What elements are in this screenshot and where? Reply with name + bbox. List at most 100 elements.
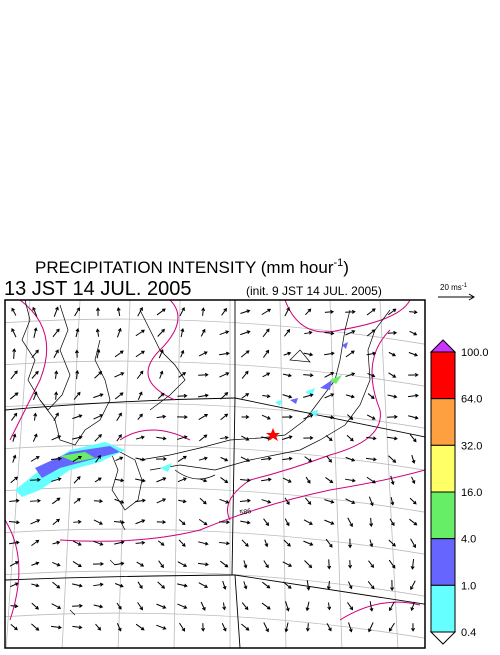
wind-arrow: [261, 414, 271, 420]
wind-arrow: [219, 351, 230, 356]
wind-arrow: [9, 392, 19, 400]
wind-arrow: [177, 393, 188, 398]
wind-arrow: [219, 372, 230, 378]
wind-arrow: [180, 349, 185, 358]
wind-arrow: [408, 372, 419, 377]
wind-arrow: [240, 456, 250, 462]
wind-arrow: [388, 351, 396, 357]
wind-arrow: [114, 498, 125, 504]
wind-arrow: [324, 371, 335, 378]
colorbar-segment: [430, 398, 456, 446]
wind-arrow: [282, 373, 292, 378]
wind-arrow: [116, 327, 122, 338]
valid-time: 13 JST 14 JUL. 2005: [4, 278, 192, 300]
wind-arrow: [409, 434, 417, 443]
wind-arrow: [387, 414, 398, 419]
wind-arrow: [219, 330, 230, 336]
wind-arrow: [263, 560, 269, 569]
wind-arrow: [157, 540, 165, 546]
wind-arrow: [366, 476, 376, 484]
wind-arrow: [114, 583, 124, 588]
wind-arrow: [303, 373, 314, 378]
contours: [5, 300, 425, 621]
wind-arrow: [94, 371, 103, 379]
wind-arrow: [135, 329, 145, 337]
wind-arrow: [137, 391, 143, 400]
wind-arrow: [283, 351, 292, 356]
wind-arrow: [12, 348, 17, 359]
wind-arrow: [198, 582, 209, 588]
wind-arrow: [306, 580, 311, 591]
wind-arrow: [411, 623, 416, 632]
wind-arrow: [239, 498, 251, 503]
wind-arrow: [367, 393, 375, 400]
wind-arrow: [261, 477, 272, 482]
wind-arrow: [156, 414, 167, 419]
colorbar-segment: [430, 444, 456, 493]
wind-scale-text: 20 ms: [440, 283, 462, 292]
wind-arrow: [135, 435, 145, 440]
wind-arrow: [366, 414, 376, 420]
lat-line: [5, 444, 425, 471]
wind-arrow: [305, 308, 312, 316]
wind-arrow: [409, 497, 417, 505]
lon-line: [61, 300, 81, 648]
wind-arrow: [324, 351, 335, 356]
wind-arrow: [325, 435, 333, 442]
wind-arrow: [282, 456, 293, 461]
wind-arrow: [304, 560, 313, 569]
wind-arrow: [303, 414, 314, 420]
wind-arrow: [220, 413, 229, 421]
wind-arrow: [303, 540, 314, 546]
wind-arrow: [261, 308, 272, 316]
wind-arrow: [201, 307, 206, 316]
wind-arrow: [366, 351, 377, 356]
lat-line: [5, 318, 425, 345]
wind-arrow: [368, 560, 375, 569]
wind-arrow: [390, 475, 395, 486]
lat-line: [5, 486, 425, 513]
wind-arrow: [324, 519, 335, 525]
wind-arrow: [136, 561, 145, 567]
wind-arrow: [31, 561, 40, 566]
wind-arrow: [199, 478, 208, 483]
wind-arrow: [348, 622, 353, 633]
wind-arrow: [221, 307, 227, 316]
title-sup: -1: [333, 257, 343, 269]
wind-arrow: [347, 581, 353, 590]
wind-arrow: [137, 306, 143, 317]
wind-arrow: [178, 499, 187, 504]
wind-arrow: [114, 372, 125, 378]
colorbar: 100.0 64.0 32.0 16.0 4.0 1.0 0.4: [429, 339, 489, 645]
wind-arrow: [72, 455, 82, 462]
wind-arrow: [73, 519, 82, 524]
wind-arrow: [389, 601, 395, 612]
wind-arrow: [389, 622, 395, 632]
wind-arrow: [410, 558, 415, 570]
wind-arrow: [73, 498, 81, 504]
wind-arrow: [53, 412, 59, 421]
map: 586: [5, 300, 425, 648]
wind-arrow: [324, 499, 335, 504]
wind-arrow: [135, 478, 146, 483]
wind-arrow: [410, 538, 417, 549]
wind-arrow: [324, 393, 335, 399]
wind-arrow: [346, 434, 354, 442]
colorbar-label: 100.0: [461, 347, 489, 359]
wind-arrow: [325, 538, 333, 548]
lon-line: [279, 300, 287, 648]
wind-arrow: [387, 394, 398, 399]
wind-arrow: [51, 477, 62, 482]
wind-arrow: [407, 393, 419, 398]
wind-arrow: [347, 517, 353, 528]
wind-arrow: [156, 603, 167, 609]
wind-arrow: [220, 456, 229, 462]
wind-arrow: [137, 602, 143, 611]
wind-arrow: [31, 349, 39, 359]
wind-arrow: [345, 330, 356, 336]
wind-arrow: [137, 413, 143, 421]
wind-arrow: [304, 330, 313, 335]
wind-arrow: [327, 559, 332, 570]
wind-arrow: [262, 328, 270, 338]
lat-line: [5, 402, 425, 429]
